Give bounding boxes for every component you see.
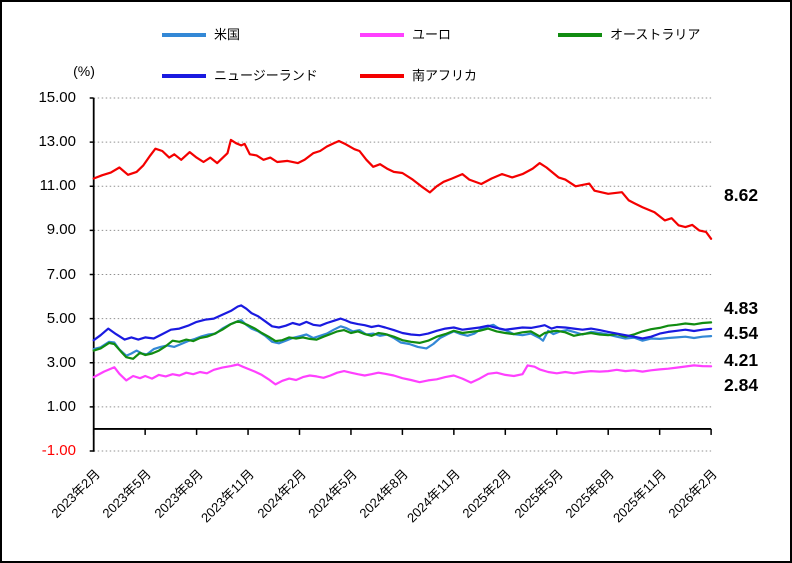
y-tick-label: 1.00 [46, 397, 76, 415]
us-line-swatch [162, 33, 206, 37]
y-axis-unit-label: (%) [73, 63, 95, 79]
newzealand-line-swatch [162, 74, 206, 78]
y-tick-label: 3.00 [46, 353, 76, 371]
euro-line-swatch [360, 33, 404, 37]
y-tick-label: 11.00 [39, 177, 76, 195]
legend-item-us: 米国 [162, 27, 240, 43]
end-value-label: 4.54 [724, 323, 759, 343]
legend-label-southafrica: 南アフリカ [412, 68, 478, 83]
legend-item-southafrica: 南アフリカ [360, 68, 477, 84]
series-line-3 [92, 304, 713, 342]
series-line-1 [92, 363, 713, 386]
southafrica-line-swatch [360, 74, 404, 78]
series-line-2 [92, 320, 713, 360]
legend-label-euro: ユーロ [412, 27, 452, 42]
y-tick-label: 7.00 [46, 265, 76, 283]
legend-item-australia: オーストラリア [558, 27, 700, 43]
y-tick-label: 15.00 [38, 89, 76, 106]
y-tick-label: 5.00 [46, 309, 76, 327]
australia-line-swatch [558, 33, 602, 37]
end-value-label: 4.21 [724, 350, 759, 370]
end-value-label: 8.62 [724, 185, 759, 205]
legend-item-newzealand: ニュージーランド [162, 68, 318, 84]
end-value-label: 4.83 [724, 298, 759, 318]
y-tick-label: 9.00 [46, 221, 76, 239]
legend-label-australia: オーストラリア [610, 27, 701, 42]
legend-item-euro: ユーロ [360, 27, 451, 43]
y-tick-label: 13.00 [38, 133, 76, 151]
series-line-4 [92, 138, 713, 240]
y-tick-label: -1.00 [41, 442, 76, 459]
legend-label-us: 米国 [214, 27, 241, 42]
end-value-label: 2.84 [724, 375, 759, 395]
legend-label-newzealand: ニュージーランド [214, 68, 318, 83]
